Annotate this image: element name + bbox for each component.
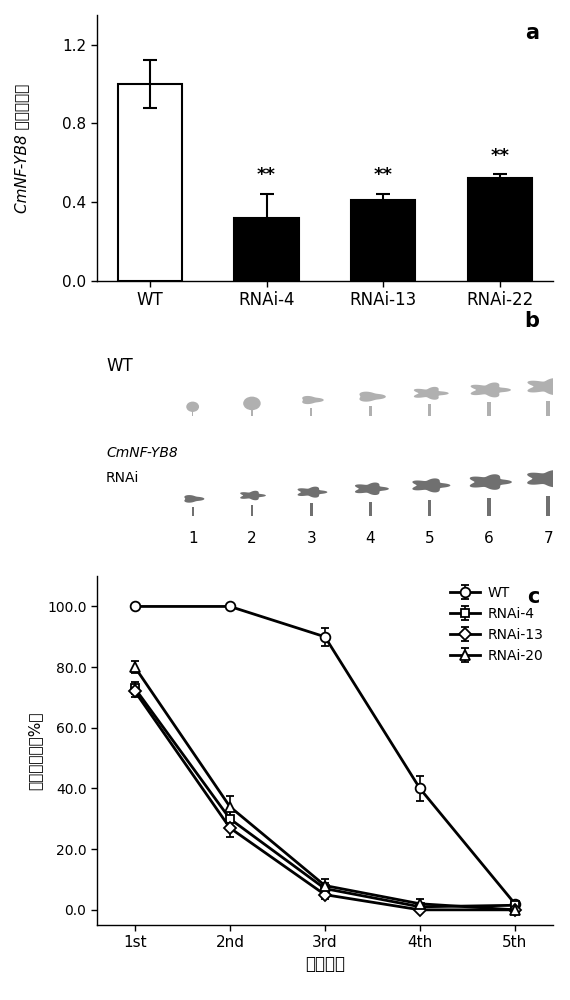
Text: WT: WT [106, 357, 133, 375]
Polygon shape [369, 406, 372, 416]
Polygon shape [428, 500, 431, 516]
Polygon shape [471, 382, 511, 397]
Legend: WT, RNAi-4, RNAi-13, RNAi-20: WT, RNAi-4, RNAi-13, RNAi-20 [447, 583, 546, 665]
Polygon shape [310, 408, 312, 416]
Polygon shape [192, 411, 193, 416]
Bar [117, 84, 182, 281]
Polygon shape [240, 491, 266, 500]
Polygon shape [302, 396, 324, 404]
Polygon shape [251, 505, 253, 516]
Text: c: c [527, 587, 539, 607]
Polygon shape [298, 487, 327, 498]
Polygon shape [470, 474, 512, 490]
Polygon shape [546, 496, 551, 516]
Text: 2: 2 [247, 531, 256, 546]
Text: **: ** [491, 147, 510, 165]
Bar [234, 218, 299, 281]
Text: 6: 6 [484, 531, 494, 546]
Text: RNAi: RNAi [106, 471, 140, 485]
Polygon shape [192, 507, 194, 516]
Ellipse shape [187, 402, 198, 411]
Bar [351, 200, 416, 281]
Text: **: ** [257, 166, 276, 184]
Polygon shape [360, 392, 386, 402]
Text: CmNF-YB8 的相对表达: CmNF-YB8 的相对表达 [14, 83, 29, 213]
Polygon shape [412, 478, 450, 492]
Polygon shape [355, 483, 389, 495]
Polygon shape [184, 495, 204, 503]
Bar [468, 178, 532, 281]
Polygon shape [527, 378, 570, 395]
Polygon shape [428, 404, 431, 416]
Polygon shape [527, 470, 570, 487]
Polygon shape [414, 387, 449, 400]
Text: 5: 5 [425, 531, 434, 546]
Text: 1: 1 [188, 531, 197, 546]
Text: a: a [525, 23, 539, 43]
Text: CmNF-YB8: CmNF-YB8 [106, 446, 178, 460]
Polygon shape [369, 502, 372, 516]
Polygon shape [310, 503, 312, 516]
X-axis label: 叶子位置: 叶子位置 [305, 955, 345, 973]
Text: 7: 7 [544, 531, 553, 546]
Polygon shape [547, 401, 550, 416]
Y-axis label: 幼叶百分比（%）: 幼叶百分比（%） [28, 711, 43, 790]
Polygon shape [487, 402, 491, 416]
Polygon shape [251, 409, 253, 416]
Polygon shape [487, 498, 491, 516]
Text: b: b [524, 311, 539, 331]
Ellipse shape [244, 397, 260, 409]
Text: **: ** [374, 166, 393, 184]
Text: 4: 4 [366, 531, 375, 546]
Text: 3: 3 [306, 531, 316, 546]
